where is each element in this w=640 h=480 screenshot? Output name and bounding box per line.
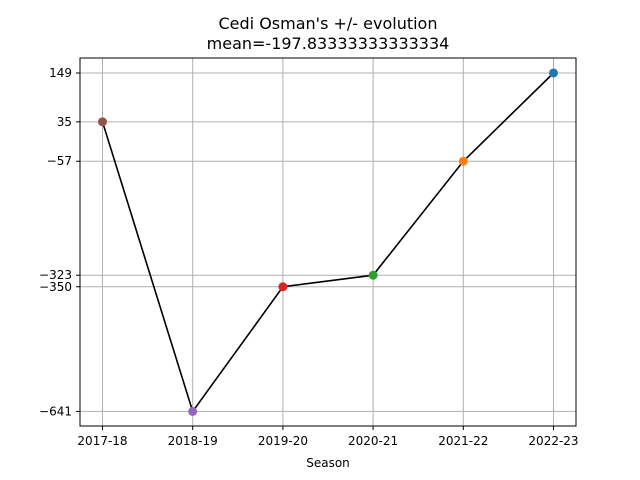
data-point-2019-20: [278, 282, 288, 292]
y-tick-label: −350: [39, 280, 72, 294]
series: [98, 68, 558, 416]
chart-subtitle: mean=-197.83333333333334: [207, 34, 450, 53]
y-tick-label: −323: [39, 268, 72, 282]
series-line: [101, 72, 555, 414]
data-point-2022-23: [549, 68, 558, 78]
data-point-2017-18: [98, 117, 107, 127]
chart-title: Cedi Osman's +/- evolution: [219, 14, 438, 33]
data-point-2020-21: [368, 270, 378, 280]
x-tick-label: 2018-19: [168, 434, 218, 448]
y-tick-label: 149: [49, 66, 72, 80]
x-tick-label: 2021-22: [438, 434, 488, 448]
x-axis-label: Season: [306, 456, 350, 470]
y-tick-label: −641: [39, 404, 72, 418]
x-tick-label: 2019-20: [258, 434, 308, 448]
y-tick-label: 35: [57, 115, 72, 129]
data-point-2021-22: [458, 156, 468, 166]
axis-ticks: 2017-18 2018-19 2019-20 2020-21 2021-22 2022-…: [39, 66, 579, 448]
x-tick-label: 2022-23: [528, 434, 578, 448]
x-tick-label: 2020-21: [348, 434, 398, 448]
plot-frame: [79, 57, 577, 427]
data-point-2018-19: [188, 406, 198, 416]
x-tick-label: 2017-18: [77, 434, 127, 448]
y-tick-label: −57: [47, 154, 72, 168]
grid: [80, 58, 576, 426]
